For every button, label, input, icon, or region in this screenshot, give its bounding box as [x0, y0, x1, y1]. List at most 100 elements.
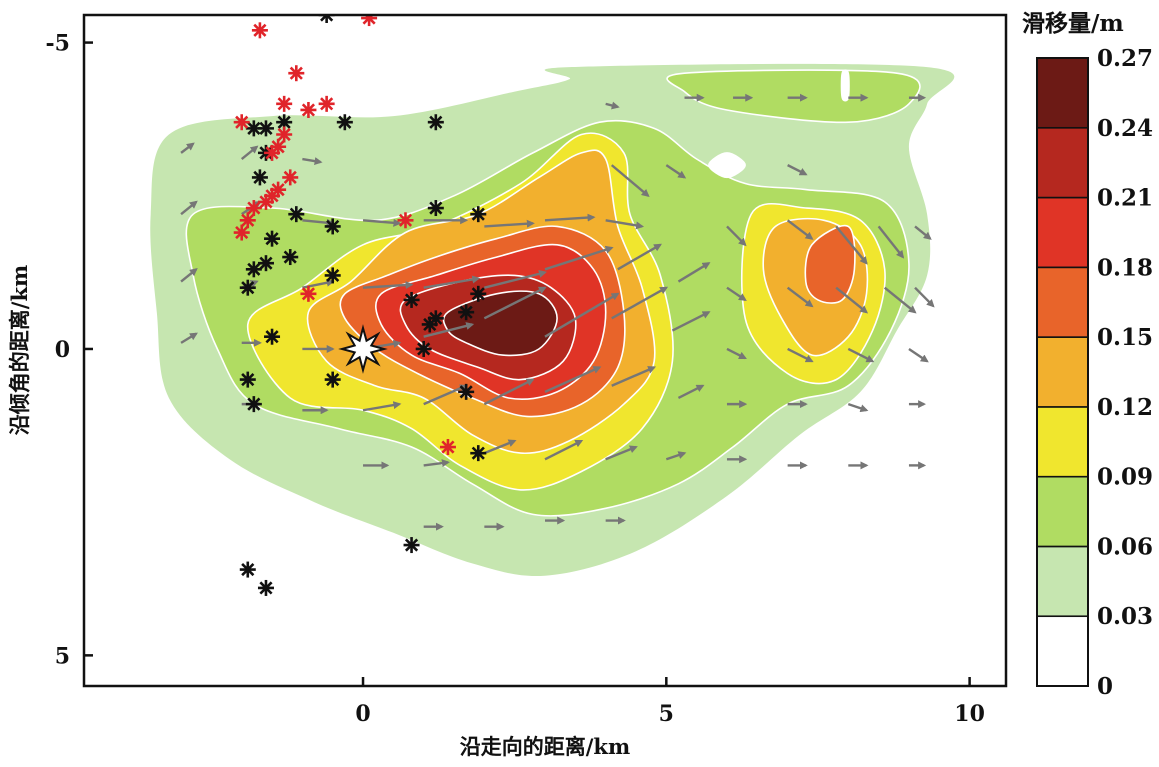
slip-vector-arrow [484, 219, 535, 228]
aftershock-red [300, 285, 317, 302]
slip-vector-arrow [787, 347, 814, 363]
aftershock-black [264, 230, 281, 247]
slip-vector-arrow [914, 286, 935, 308]
slip-vector-arrow [726, 347, 747, 360]
slip-vector-arrow [544, 213, 596, 222]
y-tick-label: -5 [46, 31, 70, 57]
hypocenter-star [338, 324, 388, 374]
aftershock-red [239, 212, 256, 229]
slip-hole [708, 152, 746, 179]
colorbar-level-label: 0.27 [1097, 45, 1153, 72]
slip-hole [840, 69, 850, 102]
colorbar-band [1036, 126, 1089, 199]
slip-vector-arrow [423, 275, 481, 289]
y-axis: -5 0 5 [46, 31, 93, 669]
slip-vector-arrow [883, 286, 917, 314]
aftershock-black [245, 261, 262, 278]
aftershock-black [421, 316, 438, 333]
aftershock-black [470, 445, 487, 462]
aftershock-black [427, 114, 444, 131]
slip-vector-arrow [605, 219, 645, 230]
x-tick-label: 10 [954, 701, 985, 727]
colorbar-band [1036, 615, 1089, 687]
aftershock-red [257, 193, 274, 210]
slip-vector-arrow [726, 286, 747, 302]
aftershock-black [318, 15, 335, 23]
slip-vector-arrow [665, 164, 687, 179]
aftershock-black [427, 200, 444, 217]
aftershock-black [257, 120, 274, 137]
slip-vector-arrow [835, 286, 869, 314]
aftershock-red [276, 95, 293, 112]
colorbar-title: 滑移量/m [1022, 10, 1124, 37]
slip-vector-arrow [362, 401, 402, 412]
colorbar-band [1036, 57, 1089, 129]
slip-vector-arrow [302, 157, 323, 166]
slip-vector-arrow [847, 402, 869, 413]
slip-vector-arrow [786, 219, 814, 240]
slip-vector-arrow [180, 200, 198, 216]
slip-vector-arrow [835, 225, 868, 265]
colorbar: 滑移量/m 0 0.03 0.06 0.09 0.12 0.15 0.18 0.21 0.24 0… [1022, 10, 1153, 700]
colorbar-band [1036, 266, 1089, 338]
slip-vector-arrow [544, 245, 614, 271]
slip-vector-arrow [605, 101, 620, 110]
y-tick-label: 0 [55, 337, 70, 363]
aftershocks [233, 15, 487, 596]
slip-vector-arrow [908, 347, 929, 363]
colorbar-level-label: 0.15 [1097, 324, 1153, 351]
plot-frame [82, 13, 1008, 688]
slip-vector-arrow [847, 347, 875, 363]
slip-vector-arrow [483, 378, 535, 406]
aftershock-black [403, 537, 420, 554]
aftershock-black [324, 267, 341, 284]
aftershock-black [458, 383, 475, 400]
aftershock-black [282, 249, 299, 266]
colorbar-level-label: 0.03 [1097, 603, 1153, 630]
colorbar-level-label: 0.18 [1097, 254, 1153, 281]
slip-vector-arrow [180, 142, 195, 154]
aftershock-red [397, 212, 414, 229]
slip-contour-band [666, 69, 921, 124]
slip-vectors [180, 93, 935, 531]
aftershock-red [300, 101, 317, 118]
colorbar-level-label: 0 [1097, 673, 1113, 700]
aftershock-black [239, 561, 256, 578]
slip-vector-arrow [610, 164, 650, 198]
y-tick-label: 5 [55, 643, 70, 669]
slip-vector-arrow [362, 281, 414, 289]
aftershock-black [336, 114, 353, 131]
aftershock-black [324, 218, 341, 235]
colorbar-band [1036, 475, 1089, 548]
slip-vector-arrow [611, 366, 657, 387]
slip-contour-band [804, 224, 856, 304]
y-axis-title: 沿倾角的距离/km [7, 265, 32, 435]
slip-vector-arrow [423, 322, 475, 338]
slip-vector-arrow [726, 225, 747, 247]
slip-vector-arrow [544, 292, 620, 338]
colorbar-band [1036, 406, 1089, 478]
aftershock-black [324, 371, 341, 388]
slip-vector-arrow [671, 311, 711, 332]
aftershock-red [251, 22, 268, 39]
slip-vector-arrow [665, 451, 687, 461]
x-tick-label: 5 [659, 701, 674, 727]
aftershock-red [233, 224, 250, 241]
colorbar-band [1036, 196, 1089, 269]
plot-area [150, 15, 955, 596]
slip-vector-arrow [180, 332, 198, 344]
aftershock-black [276, 114, 293, 131]
aftershock-black [288, 206, 305, 223]
slip-vector-arrow [544, 439, 584, 461]
slip-vector-arrow [877, 225, 905, 259]
aftershock-black [239, 279, 256, 296]
slip-vector-arrow [611, 286, 669, 320]
aftershock-black [264, 328, 281, 345]
slip-vector-arrow [240, 145, 259, 160]
aftershock-red [361, 15, 378, 27]
slip-vector-arrow [786, 286, 814, 308]
colorbar-frame [1036, 57, 1089, 687]
aftershock-red [264, 144, 281, 161]
aftershock-black [470, 285, 487, 302]
hypocenter-marker [338, 324, 388, 374]
